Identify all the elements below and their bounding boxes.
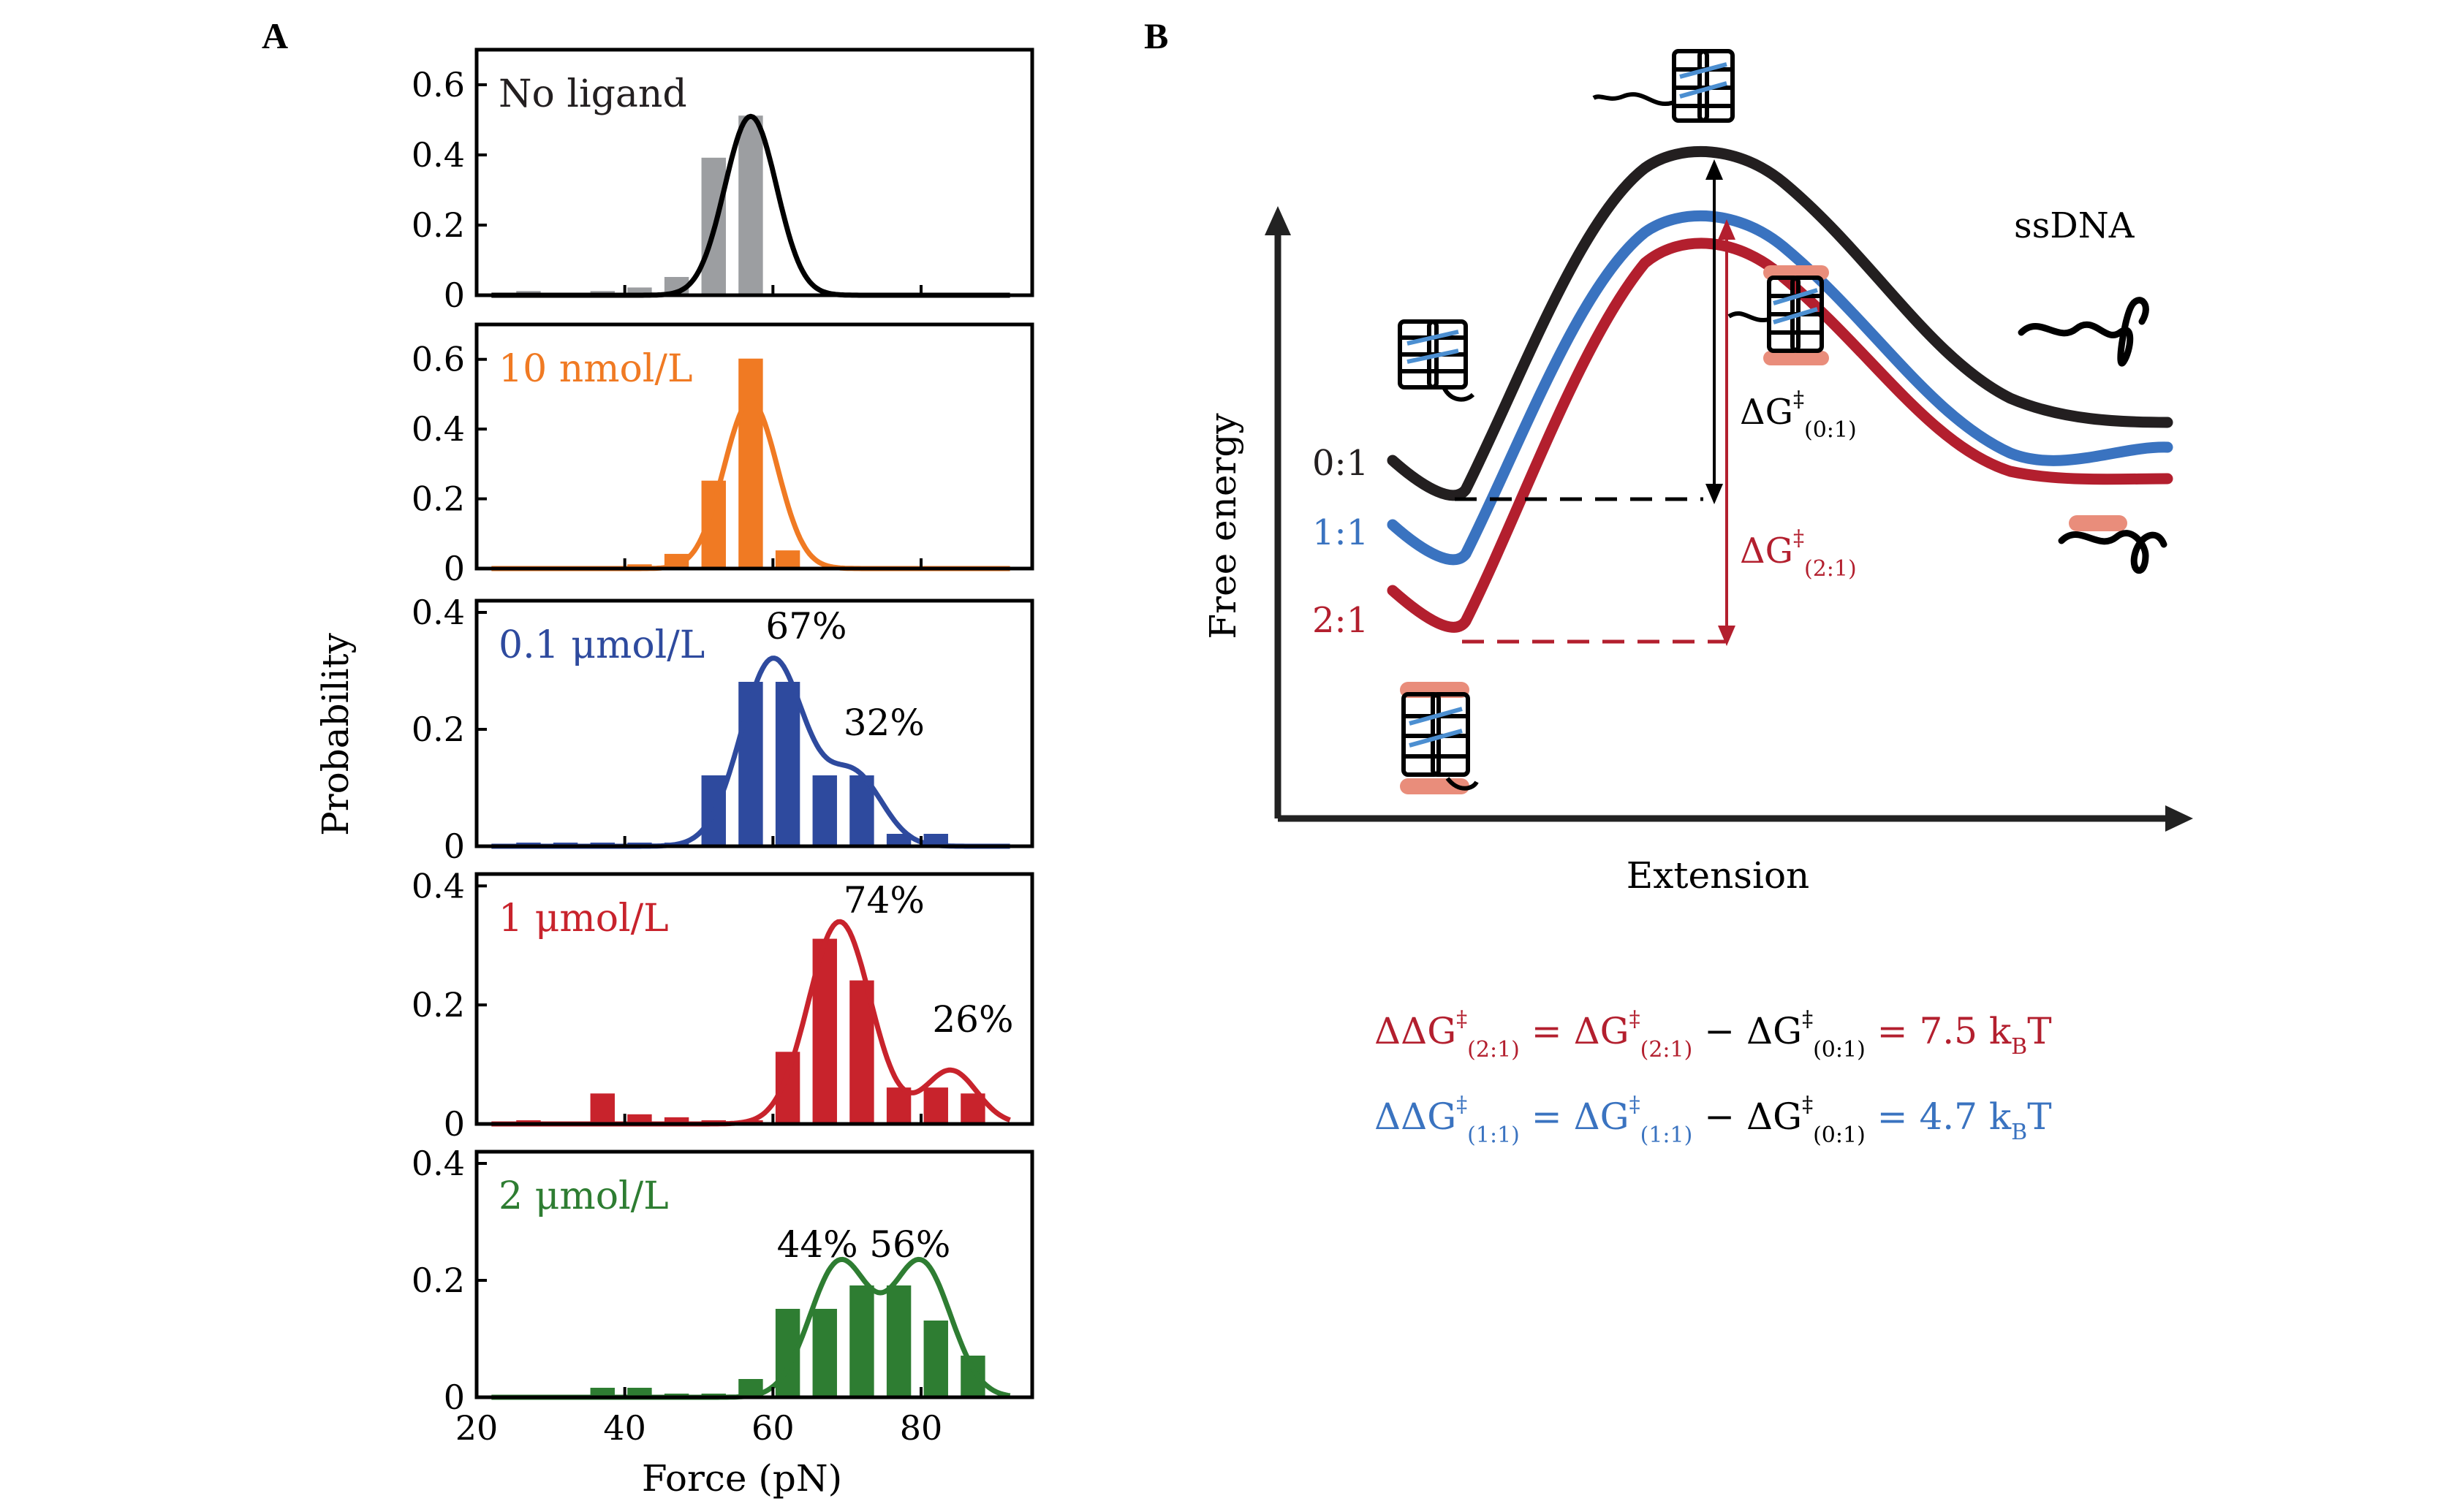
label-dg-0-1: ΔG‡(0:1)	[1740, 387, 1857, 443]
label-dg-2-1: ΔG‡(2:1)	[1740, 525, 1857, 582]
condition-label: 2 μmol/L	[499, 1174, 669, 1218]
ssdna-strand-icon	[2018, 297, 2149, 367]
g4-ligand-transition-icon	[1727, 265, 1829, 365]
x-tick-label: 60	[751, 1408, 795, 1448]
y-tick-label: 0	[444, 827, 465, 866]
peak-percentage-label: 56%	[869, 1223, 950, 1266]
y-axis-title: Probability	[314, 632, 357, 836]
y-tick-label: 0.4	[412, 866, 465, 905]
label-ratio-2-1: 2:1	[1312, 600, 1368, 641]
histogram-panel-4: 0 0.2 0.4 1 μmol/L 74% 26%	[412, 866, 1034, 1144]
y-tick-label: 0.2	[412, 710, 465, 749]
label-ratio-1-1: 1:1	[1312, 512, 1368, 553]
y-tick-label: 0	[444, 549, 465, 588]
plot-frame	[474, 322, 1034, 571]
plot-frame	[474, 599, 1034, 848]
y-tick-label: 0.2	[412, 985, 465, 1025]
y-tick-label: 0.2	[412, 1261, 465, 1300]
histogram-bar	[849, 1285, 874, 1398]
histogram-panel-5: 0 0.2 0.4 2 μmol/L 44% 56%	[412, 1144, 1034, 1417]
panel-label-a: A	[262, 15, 288, 56]
y-tick-label: 0.2	[412, 479, 465, 519]
y-tick-label: 0.4	[412, 409, 465, 449]
condition-label: 10 nmol/L	[499, 347, 692, 391]
x-tick-label: 40	[603, 1408, 646, 1448]
histogram-panel-2: 0 0.2 0.4 0.6 10 nmol/L	[412, 322, 1034, 588]
equation-1-1: ΔΔG‡(1:1) = ΔG‡(1:1) − ΔG‡(0:1) = 4.7 kB…	[1374, 1092, 2052, 1148]
y-tick-label: 0.4	[412, 1144, 465, 1183]
histogram-bar	[701, 775, 726, 847]
y-tick-label: 0.4	[412, 593, 465, 632]
peak-percentage-label: 74%	[844, 879, 925, 922]
condition-label: 1 μmol/L	[499, 897, 669, 941]
y-tick-label: 0	[444, 1378, 465, 1417]
x-tick-label: 20	[455, 1408, 499, 1448]
energy-x-arrowhead	[2165, 805, 2193, 832]
g4-folded-icon	[1398, 319, 1475, 402]
condition-label: No ligand	[499, 72, 687, 116]
energy-x-title: Extension	[1627, 854, 1810, 897]
histogram-bar	[738, 115, 763, 296]
y-tick-label: 0	[444, 1104, 465, 1144]
histogram-bar	[812, 1309, 837, 1398]
plot-frame	[474, 48, 1034, 297]
ssdna-ligand-icon	[2058, 515, 2167, 574]
condition-label: 0.1 μmol/L	[499, 623, 705, 667]
x-axis-title: Force (pN)	[642, 1457, 842, 1500]
histogram-bar	[775, 550, 800, 570]
arrowhead-dg-0-1-top	[1705, 159, 1723, 180]
y-tick-label: 0.6	[412, 340, 465, 379]
histogram-panel-3: 0 0.2 0.4 0.1 μmol/L 67% 32%	[412, 593, 1034, 866]
equations: ΔΔG‡(2:1) = ΔG‡(2:1) − ΔG‡(0:1) = 7.5 kB…	[1374, 1006, 2052, 1148]
curve-1-1	[1387, 210, 2173, 566]
plot-frame	[474, 872, 1034, 1126]
energy-y-arrowhead	[1265, 206, 1291, 235]
histogram-bar	[775, 682, 800, 847]
histogram-bar	[812, 775, 837, 847]
arrowhead-dg-2-1-top	[1718, 219, 1735, 240]
energy-y-title: Free energy	[1202, 413, 1244, 639]
y-tick-label: 0.2	[412, 205, 465, 245]
label-ssdna: ssDNA	[2014, 205, 2135, 246]
peak-percentage-label: 67%	[765, 605, 847, 647]
histogram-bar	[923, 1087, 948, 1125]
y-tick-label: 0	[444, 276, 465, 315]
histogram-bar	[738, 358, 763, 569]
g4-transition-icon	[1592, 49, 1735, 123]
peak-percentage-label: 32%	[844, 702, 925, 744]
arrowhead-dg-0-1-bottom	[1705, 484, 1723, 504]
energy-diagram: Free energy Extension 0:1 1:1 2:1 ssDNA …	[1202, 49, 2193, 897]
histogram-bar	[886, 1285, 912, 1398]
arrowhead-dg-2-1-bottom	[1718, 626, 1735, 646]
y-tick-label: 0.6	[412, 65, 465, 105]
peak-percentage-label: 26%	[932, 998, 1013, 1041]
x-tick-label: 80	[900, 1408, 943, 1448]
y-tick-label: 0.4	[412, 135, 465, 175]
equation-2-1: ΔΔG‡(2:1) = ΔG‡(2:1) − ΔG‡(0:1) = 7.5 kB…	[1374, 1006, 2052, 1063]
curve-2-1	[1387, 238, 2173, 633]
peak-percentage-label: 44%	[777, 1223, 858, 1266]
g4-ligand-folded-icon	[1400, 682, 1479, 794]
histogram-bar	[923, 1321, 948, 1398]
curve-0-1	[1387, 146, 2173, 501]
histogram-panel-1: 0 0.2 0.4 0.6 No ligand	[412, 48, 1034, 315]
label-ratio-0-1: 0:1	[1312, 443, 1368, 484]
histogram-bar	[590, 1093, 615, 1125]
panel-label-b: B	[1144, 15, 1168, 56]
plot-frame	[474, 1150, 1034, 1399]
